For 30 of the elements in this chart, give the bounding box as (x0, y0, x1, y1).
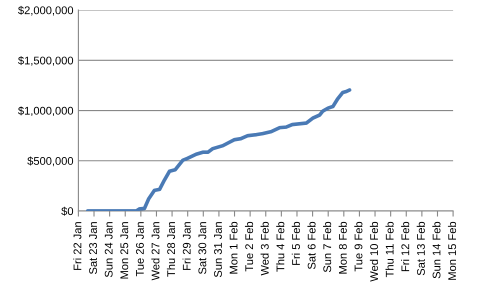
x-tick-label: Sat 23 Jan (89, 222, 97, 274)
y-tick-label: $2,000,000 (18, 6, 74, 16)
x-tick-label: Fri 5 Feb (292, 222, 300, 265)
x-tick-label: Sun 14 Feb (432, 222, 440, 278)
x-tick-label: Thu 11 Feb (385, 222, 394, 278)
x-tick-label: Mon 8 Feb (338, 222, 347, 274)
x-tick-label: Sat 13 Feb (416, 222, 425, 276)
x-tick-label: Fri 22 Jan (73, 222, 82, 270)
x-tick-label: Sun 7 Feb (323, 222, 332, 272)
y-tick-label: $1,000,000 (18, 106, 74, 116)
x-tick-label: Mon 25 Jan (120, 222, 128, 279)
x-tick-label: Fri 12 Feb (401, 222, 410, 272)
x-tick-label: Sun 24 Jan (104, 222, 113, 278)
x-tick-label: Fri 29 Jan (182, 222, 191, 270)
x-tick-label: Tue 26 Jan (136, 222, 144, 276)
x-tick-label: Wed 27 Jan (151, 222, 160, 280)
x-tick-label: Thu 4 Feb (276, 222, 284, 272)
y-tick-label: $0 (61, 206, 74, 216)
x-tick-label: Sat 6 Feb (307, 222, 316, 270)
x-tick-label: Wed 10 Feb (370, 222, 378, 282)
x-tick-label: Thu 28 Jan (166, 222, 176, 277)
y-tick-label: $500,000 (27, 156, 74, 166)
x-tick-label: Mon 15 Feb (448, 222, 456, 280)
x-tick-label: Tue 2 Feb (244, 222, 254, 272)
x-tick-label: Mon 1 Feb (229, 222, 238, 274)
x-tick-label: Tue 9 Feb (354, 222, 362, 272)
x-tick-label: Sat 30 Jan (198, 222, 206, 274)
y-tick-label: $1,500,000 (18, 56, 74, 66)
x-tick-label: Wed 3 Feb (260, 222, 269, 276)
x-tick-label: Sun 31 Jan (214, 222, 222, 278)
